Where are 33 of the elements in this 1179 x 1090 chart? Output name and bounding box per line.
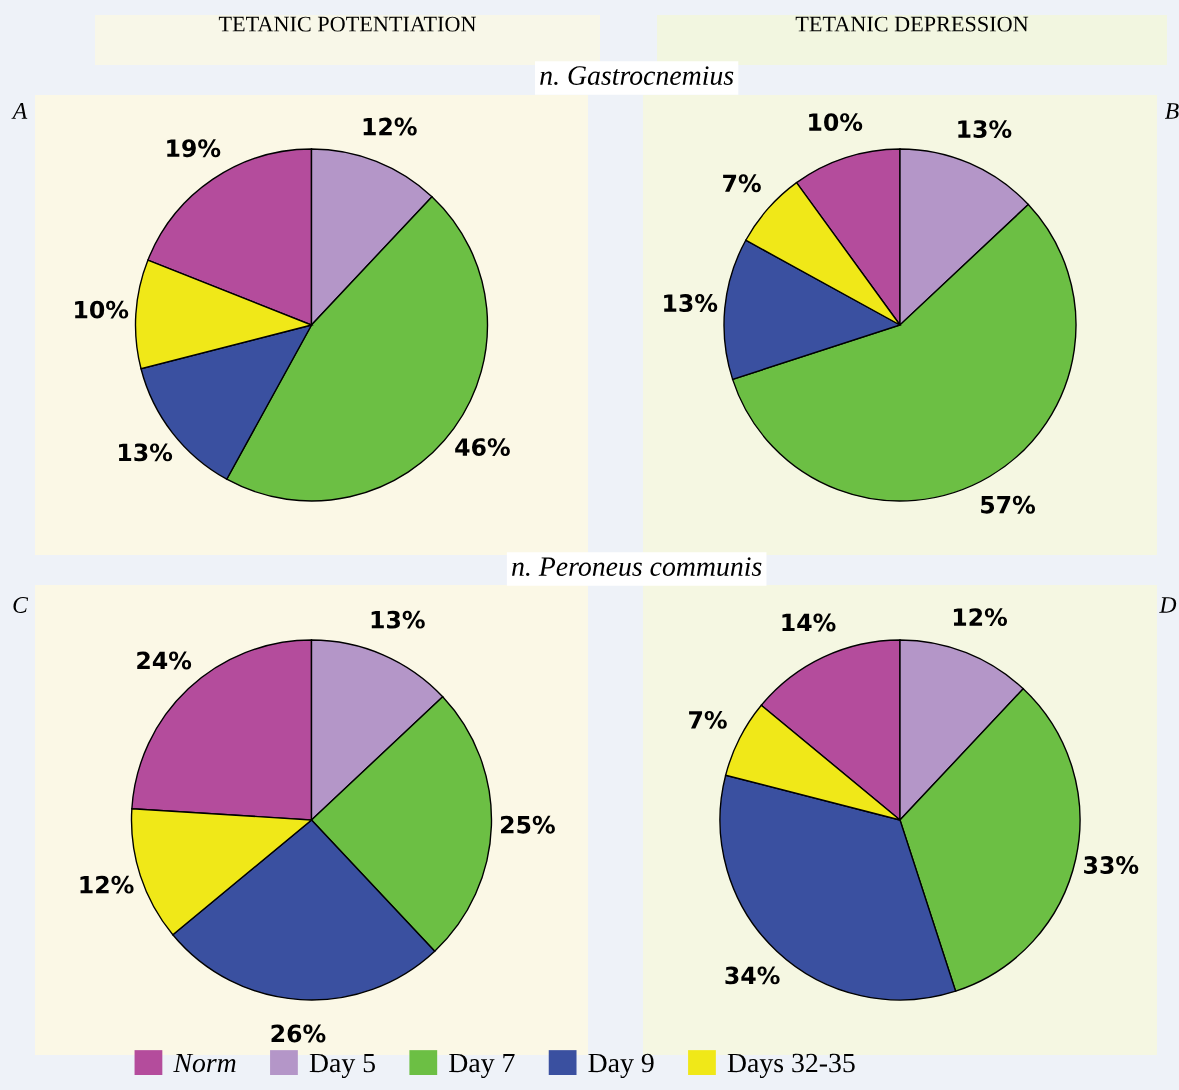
chart-title: A: [11, 103, 28, 119]
chart-subtitle: TETANIC POTENTIATION: [218, 16, 477, 32]
data-label: 7%: [723, 174, 761, 193]
data-label: 19%: [167, 139, 221, 158]
data-label: 34%: [725, 966, 780, 985]
chart-title: D: [1159, 597, 1177, 613]
text: n. Peroneus communis: [512, 557, 762, 577]
chart-subtitle: TETANIC DEPRESSION: [795, 16, 1029, 32]
data-label: 26%: [271, 1024, 326, 1043]
data-label: 13%: [371, 610, 425, 629]
data-label: 25%: [501, 815, 555, 834]
legend-label: Day 5: [309, 1053, 375, 1079]
data-label: 14%: [782, 613, 836, 632]
legend-label: Day 9: [588, 1053, 654, 1079]
data-label: 57%: [981, 495, 1036, 514]
data-label: 10%: [75, 300, 129, 319]
text: n. Gastrocnemius: [540, 66, 734, 86]
legend-label: Day 7: [449, 1053, 515, 1079]
chart-title: C: [13, 597, 29, 613]
data-label: 13%: [664, 294, 718, 312]
text: B: [1165, 103, 1179, 119]
data-label: 12%: [953, 608, 1008, 627]
data-label: 10%: [809, 113, 863, 131]
data-label: 33%: [1084, 856, 1139, 874]
legend-label: Norm: [173, 1053, 236, 1073]
legend-label: Days 32-35: [727, 1053, 855, 1079]
data-label: 46%: [455, 438, 510, 456]
data-label: 13%: [119, 443, 173, 462]
data-label: 12%: [80, 875, 134, 894]
data-label: 24%: [137, 651, 192, 670]
data-label: 7%: [689, 710, 727, 729]
data-label: 13%: [958, 120, 1012, 139]
data-label: 12%: [363, 117, 417, 136]
